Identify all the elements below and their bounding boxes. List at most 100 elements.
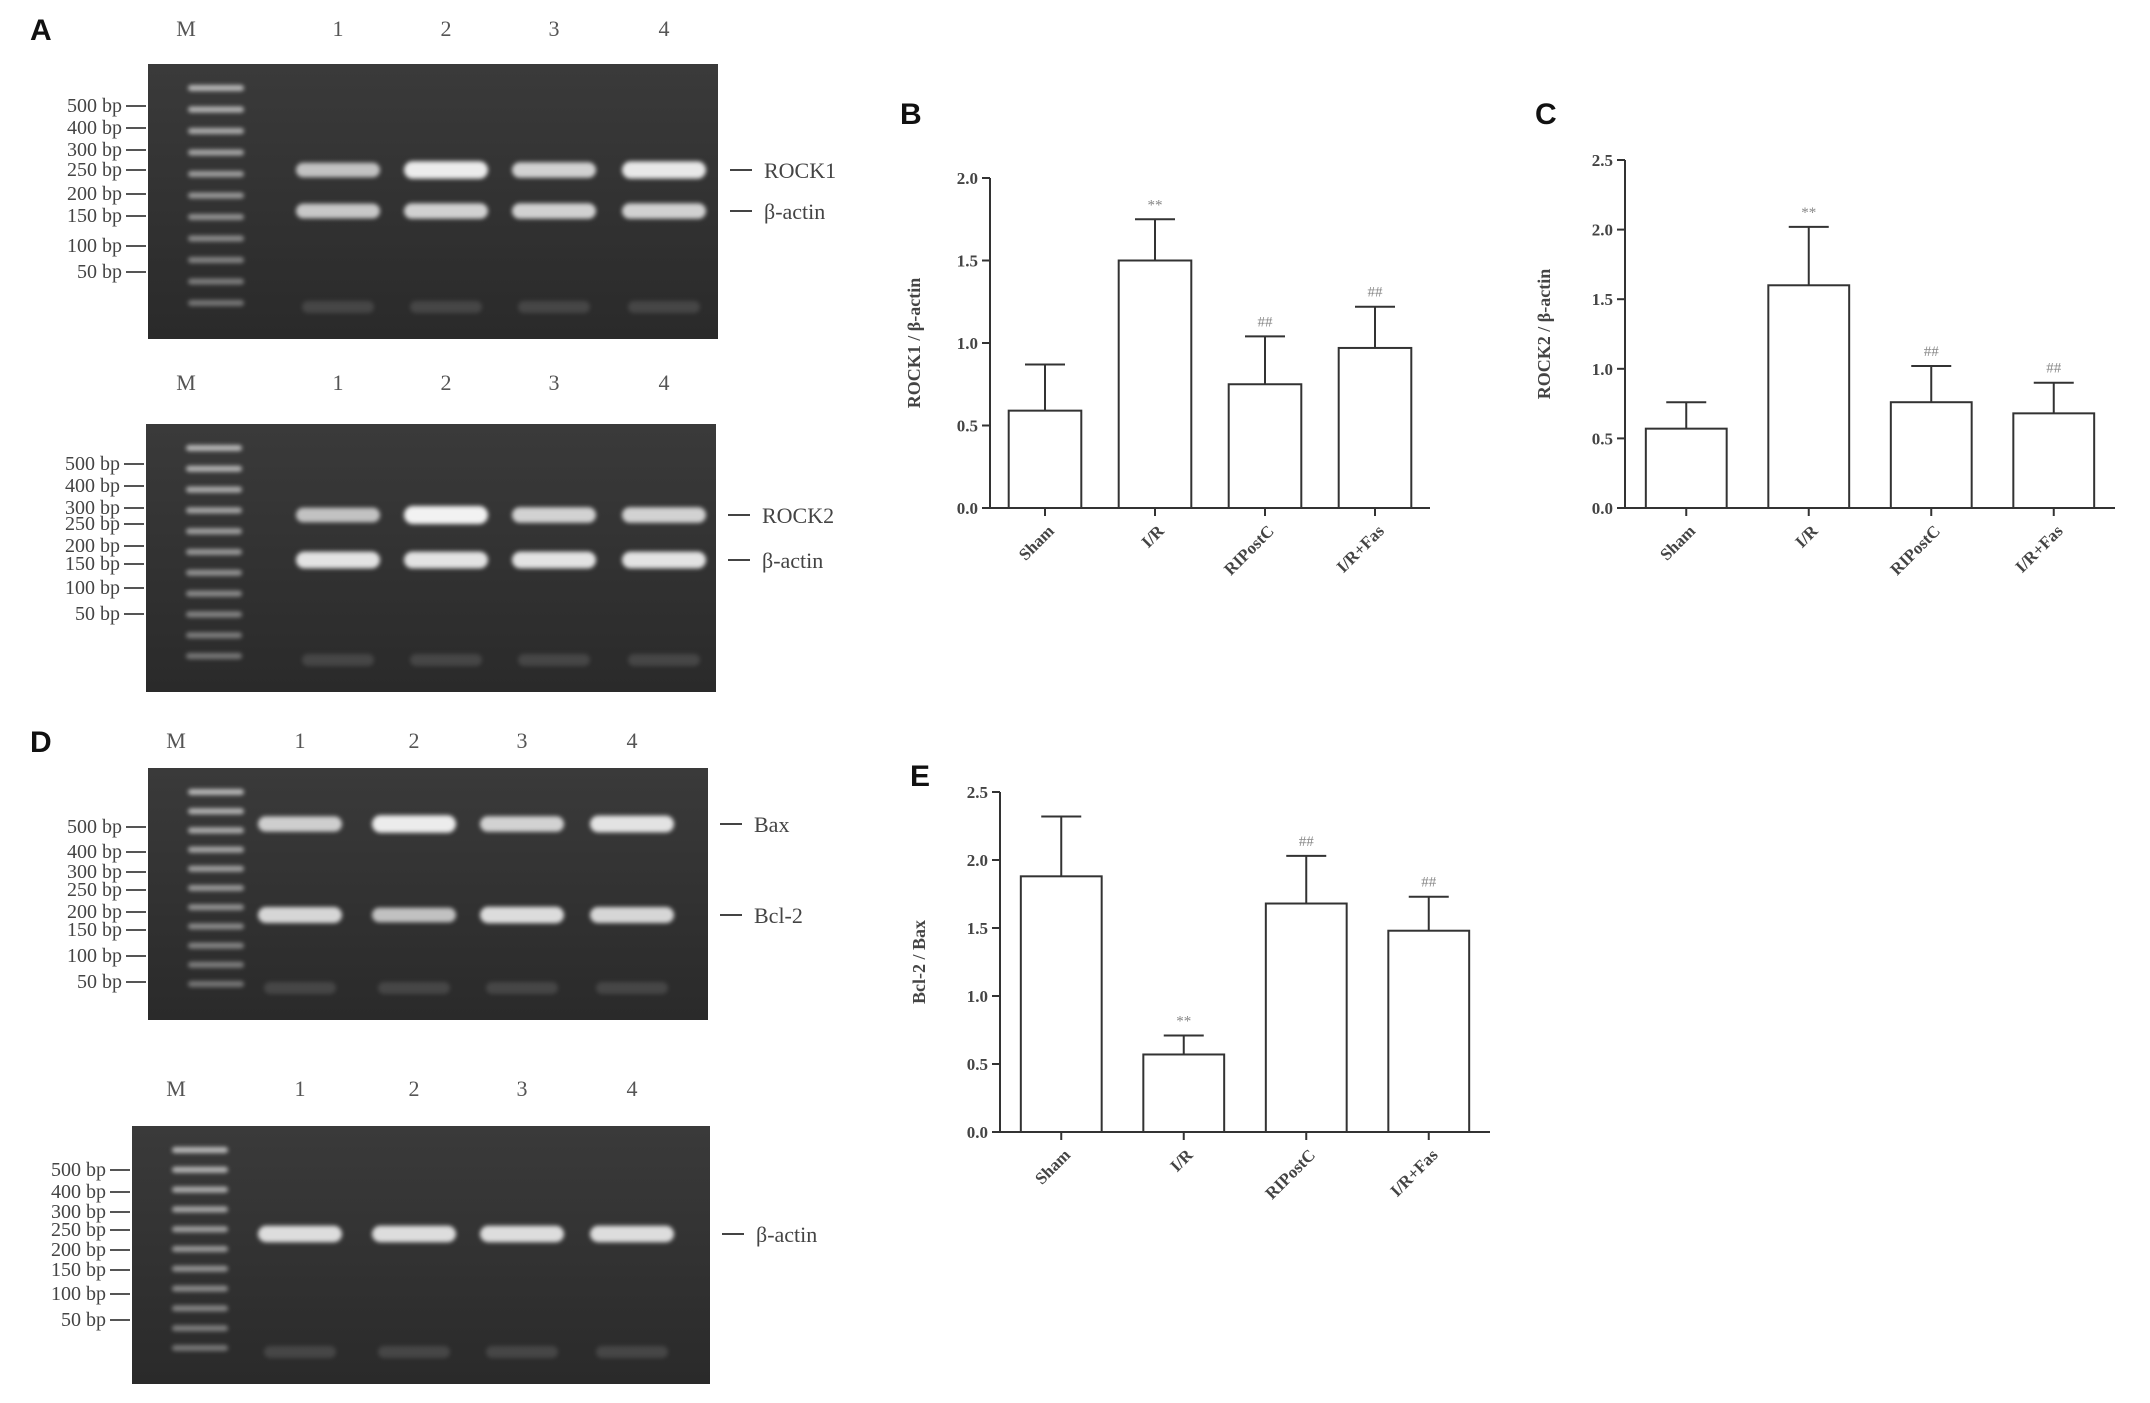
ladder-label: 250 bp bbox=[51, 1219, 106, 1241]
significance-label: ## bbox=[1924, 344, 1940, 360]
band-label: β-actin bbox=[756, 1222, 817, 1247]
bar bbox=[1142, 1053, 1226, 1134]
ladder-band bbox=[172, 1305, 228, 1312]
significance-label: ** bbox=[1148, 197, 1163, 213]
gel-band bbox=[258, 907, 342, 923]
ladder-band bbox=[188, 865, 244, 872]
significance-label: ## bbox=[1421, 875, 1437, 891]
y-tick-label: 0.0 bbox=[957, 499, 978, 518]
y-tick-label: 1.5 bbox=[967, 919, 988, 938]
x-tick-label: I/R+Fas bbox=[1387, 1145, 1442, 1200]
ladder-band bbox=[188, 300, 244, 306]
ladder-band bbox=[172, 1147, 228, 1153]
gel-band bbox=[372, 907, 456, 923]
ladder-label: 100 bp bbox=[67, 235, 122, 257]
x-tick-label: Sham bbox=[1031, 1145, 1074, 1188]
ladder-label: 150 bp bbox=[67, 205, 122, 227]
primer-haze bbox=[628, 301, 700, 313]
ladder-band bbox=[188, 885, 244, 891]
y-tick-label: 2.0 bbox=[967, 851, 988, 870]
ladder-label: 200 bp bbox=[51, 1239, 106, 1261]
ladder-label: 500 bp bbox=[67, 816, 122, 838]
ladder-band bbox=[172, 1325, 228, 1332]
primer-haze bbox=[596, 1346, 668, 1358]
bar bbox=[1889, 401, 1973, 509]
chart-c-svg: 0.0 0.5 1.0 1.5 2.0 2.5 ROCK2 / β-actin Sham ** I… bbox=[1534, 151, 2115, 579]
ladder-band bbox=[172, 1166, 228, 1173]
y-tick-label: 0.5 bbox=[1592, 429, 1613, 448]
x-tick-label: RIPostC bbox=[1262, 1145, 1320, 1203]
ladder-band bbox=[172, 1206, 228, 1213]
gel-band bbox=[404, 506, 488, 524]
lane-header: 1 bbox=[295, 1076, 306, 1101]
band-label: Bax bbox=[754, 812, 789, 837]
ladder-label: 500 bp bbox=[51, 1159, 106, 1181]
ladder-band bbox=[186, 507, 242, 514]
gel-band bbox=[404, 551, 488, 569]
ladder-band bbox=[186, 590, 242, 597]
ladder-band bbox=[188, 961, 244, 968]
x-tick-label: RIPostC bbox=[1220, 521, 1278, 579]
y-tick-label: 1.0 bbox=[957, 334, 978, 353]
ladder-band bbox=[188, 257, 244, 263]
primer-haze bbox=[264, 1346, 336, 1358]
gel-band bbox=[512, 203, 596, 219]
ladder-label: 300 bp bbox=[51, 1201, 106, 1223]
primer-haze bbox=[302, 654, 374, 666]
ladder-band bbox=[172, 1246, 228, 1252]
ladder-band bbox=[188, 981, 244, 987]
ladder-label: 50 bp bbox=[61, 1309, 106, 1331]
y-tick-label: 1.0 bbox=[967, 987, 988, 1006]
gel-band bbox=[512, 162, 596, 178]
gel-band bbox=[622, 507, 706, 523]
ladder-label: 250 bp bbox=[65, 513, 120, 535]
x-tick-label: Sham bbox=[1015, 521, 1058, 564]
primer-haze bbox=[518, 301, 590, 313]
bar bbox=[2012, 412, 2096, 509]
y-tick-label: 2.0 bbox=[957, 169, 978, 188]
gel-background bbox=[132, 1126, 710, 1384]
ladder-band bbox=[188, 128, 244, 134]
ladder-label: 100 bp bbox=[51, 1283, 106, 1305]
panel-label-a: A bbox=[30, 14, 52, 47]
ladder-label: 150 bp bbox=[51, 1259, 106, 1281]
y-tick-label: 1.0 bbox=[1592, 360, 1613, 379]
ladder-band bbox=[186, 549, 242, 555]
ladder-band bbox=[186, 611, 242, 618]
ladder-band bbox=[188, 904, 244, 911]
ladder-band bbox=[188, 278, 244, 285]
panel-label-c: C bbox=[1535, 98, 1557, 131]
lane-header: 3 bbox=[549, 370, 560, 395]
lane-header: M bbox=[166, 728, 186, 753]
ladder-label: 150 bp bbox=[65, 553, 120, 575]
chart-c: 0.0 0.5 1.0 1.5 2.0 2.5 ROCK2 / β-actin Sham ** I… bbox=[1530, 150, 2140, 625]
lane-header: 2 bbox=[409, 1076, 420, 1101]
significance-label: ## bbox=[1299, 834, 1315, 850]
lane-header: 2 bbox=[441, 370, 452, 395]
bar bbox=[1264, 902, 1348, 1133]
chart-b-svg: 0.0 0.5 1.0 1.5 2.0 ROCK1 / β-actin Sham ** I/R #… bbox=[904, 169, 1430, 579]
ladder-band bbox=[188, 808, 244, 815]
gel-actin-panel: M 1 2 3 4 500 bp 400 bp 300 bp 250 bp 200 bp 150 b… bbox=[28, 1076, 817, 1388]
ladder-label: 250 bp bbox=[67, 159, 122, 181]
ladder-band bbox=[186, 569, 242, 576]
gel-rock2-panel: M 1 2 3 4 500 bp 400 bp 300 bp 250 bp 200 bp 150 b… bbox=[28, 370, 834, 702]
y-axis-label: ROCK1 / β-actin bbox=[904, 278, 924, 408]
primer-haze bbox=[410, 654, 482, 666]
ladder-band bbox=[186, 632, 242, 639]
primer-haze bbox=[486, 1346, 558, 1358]
ladder-band bbox=[188, 171, 244, 177]
bar bbox=[1337, 346, 1413, 509]
ladder-band bbox=[172, 1265, 228, 1272]
ladder-band bbox=[188, 214, 244, 220]
ladder-band bbox=[186, 445, 242, 451]
band-label: β-actin bbox=[764, 199, 825, 224]
band-label: β-actin bbox=[762, 548, 823, 573]
gel-bax-bcl2-panel: M 1 2 3 4 500 bp 400 bp 300 bp 250 bp 200 bp 150 b… bbox=[28, 728, 803, 1030]
gel-band bbox=[296, 162, 380, 178]
significance-label: ## bbox=[2046, 361, 2062, 377]
lane-header: 4 bbox=[659, 16, 670, 41]
ladder-label: 250 bp bbox=[67, 879, 122, 901]
